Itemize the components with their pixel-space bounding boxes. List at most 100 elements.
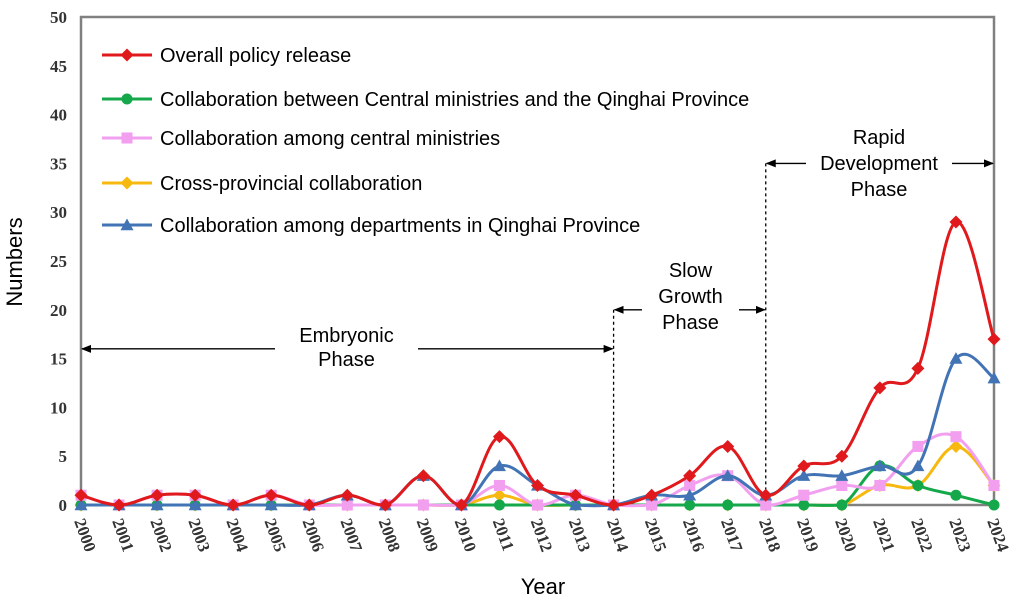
data-point [835, 449, 849, 463]
x-tick-label: 2011 [489, 516, 518, 554]
data-point [493, 479, 505, 492]
data-point [645, 488, 659, 502]
data-point [798, 499, 810, 511]
legend-label: Cross-provincial collaboration [160, 173, 422, 195]
data-point [264, 488, 278, 502]
x-tick-label: 2024 [983, 516, 1013, 555]
phase-annotations: EmbryonicPhaseSlowGrowthPhaseRapidDevelo… [81, 127, 994, 505]
data-point [836, 479, 848, 492]
legend-item: Collaboration among central ministries [102, 128, 500, 150]
data-point [416, 469, 430, 483]
x-tick-label: 2008 [375, 516, 404, 554]
data-point [492, 459, 506, 472]
legend-swatch-marker [120, 48, 134, 62]
y-tick-label: 40 [50, 106, 67, 125]
data-point [874, 479, 886, 492]
data-point [797, 469, 811, 481]
data-point [417, 499, 429, 511]
phase-label: Slow [669, 260, 713, 282]
series-line [81, 444, 996, 507]
data-point [911, 459, 925, 472]
data-point [607, 498, 621, 512]
data-point [684, 499, 696, 511]
phase-label: Phase [318, 349, 375, 371]
data-point [531, 499, 544, 511]
y-tick-label: 15 [50, 350, 67, 369]
data-point [912, 479, 924, 492]
x-tick-label: 2002 [146, 516, 175, 554]
legend-label: Collaboration between Central ministries… [160, 89, 749, 111]
x-tick-label: 2000 [70, 516, 99, 554]
data-point [492, 430, 506, 444]
data-point [150, 498, 164, 511]
data-point [569, 488, 583, 502]
x-tick-label: 2019 [793, 516, 822, 554]
y-tick-label: 10 [50, 398, 67, 417]
x-tick-label: 2014 [603, 516, 633, 555]
data-point [988, 479, 1000, 492]
legend-swatch-marker [120, 176, 134, 190]
phase-label: Phase [851, 179, 908, 201]
data-point [836, 499, 848, 511]
data-point [74, 498, 88, 511]
data-point [341, 499, 353, 511]
y-tick-labels: 0 5 10 15 20 25 30 35 40 45 50 [50, 8, 67, 515]
x-tick-label: 2015 [641, 516, 670, 554]
data-point [760, 499, 772, 511]
x-tick-label: 2023 [945, 516, 974, 554]
x-tick-label: 2001 [108, 516, 137, 554]
data-point [949, 215, 963, 229]
data-point [684, 479, 696, 492]
legend-swatch-marker [120, 218, 134, 231]
legend-item: Overall policy release [102, 45, 351, 67]
x-tick-label: 2010 [451, 516, 480, 554]
phase-label: Phase [662, 312, 719, 334]
data-point [987, 332, 1001, 346]
y-tick-label: 50 [50, 8, 67, 27]
y-tick-label: 0 [59, 496, 68, 515]
x-tick-label: 2018 [755, 516, 784, 554]
data-point [835, 469, 849, 481]
data-point [949, 439, 963, 453]
x-tick-label: 2006 [298, 516, 327, 554]
phase-label: Growth [658, 286, 722, 308]
data-point [683, 469, 697, 483]
y-tick-label: 45 [50, 57, 67, 76]
data-point [646, 499, 658, 511]
y-tick-label: 25 [50, 252, 67, 271]
data-point [798, 489, 810, 501]
data-point [454, 498, 468, 512]
y-axis-title: Numbers [2, 217, 27, 306]
phase-label: Rapid [853, 127, 905, 149]
data-point [378, 498, 392, 512]
data-point [950, 431, 962, 443]
data-point [264, 498, 278, 511]
x-tick-label: 2004 [222, 516, 252, 555]
data-point [302, 498, 316, 512]
legend-label: Overall policy release [160, 45, 351, 67]
data-point [340, 488, 354, 502]
x-tick-label: 2007 [337, 516, 367, 555]
x-tick-label: 2017 [717, 516, 747, 555]
data-point [112, 498, 126, 512]
data-point [759, 488, 773, 502]
data-point [950, 489, 962, 501]
x-tick-label: 2022 [907, 516, 936, 554]
data-point [949, 352, 963, 364]
legend-swatch-marker [121, 132, 133, 144]
x-tick-label: 2009 [413, 516, 442, 554]
data-point [226, 498, 240, 512]
legend-swatch-marker [121, 93, 133, 105]
data-point [911, 361, 925, 375]
data-point [722, 499, 734, 511]
y-tick-label: 5 [59, 447, 68, 466]
data-point [721, 439, 735, 453]
x-tick-label: 2016 [679, 516, 708, 554]
y-tick-label: 20 [50, 301, 67, 320]
phase-label: Development [820, 153, 938, 175]
data-point [873, 459, 887, 472]
y-tick-label: 35 [50, 154, 67, 173]
x-axis-title: Year [521, 574, 565, 599]
data-point [188, 488, 202, 502]
